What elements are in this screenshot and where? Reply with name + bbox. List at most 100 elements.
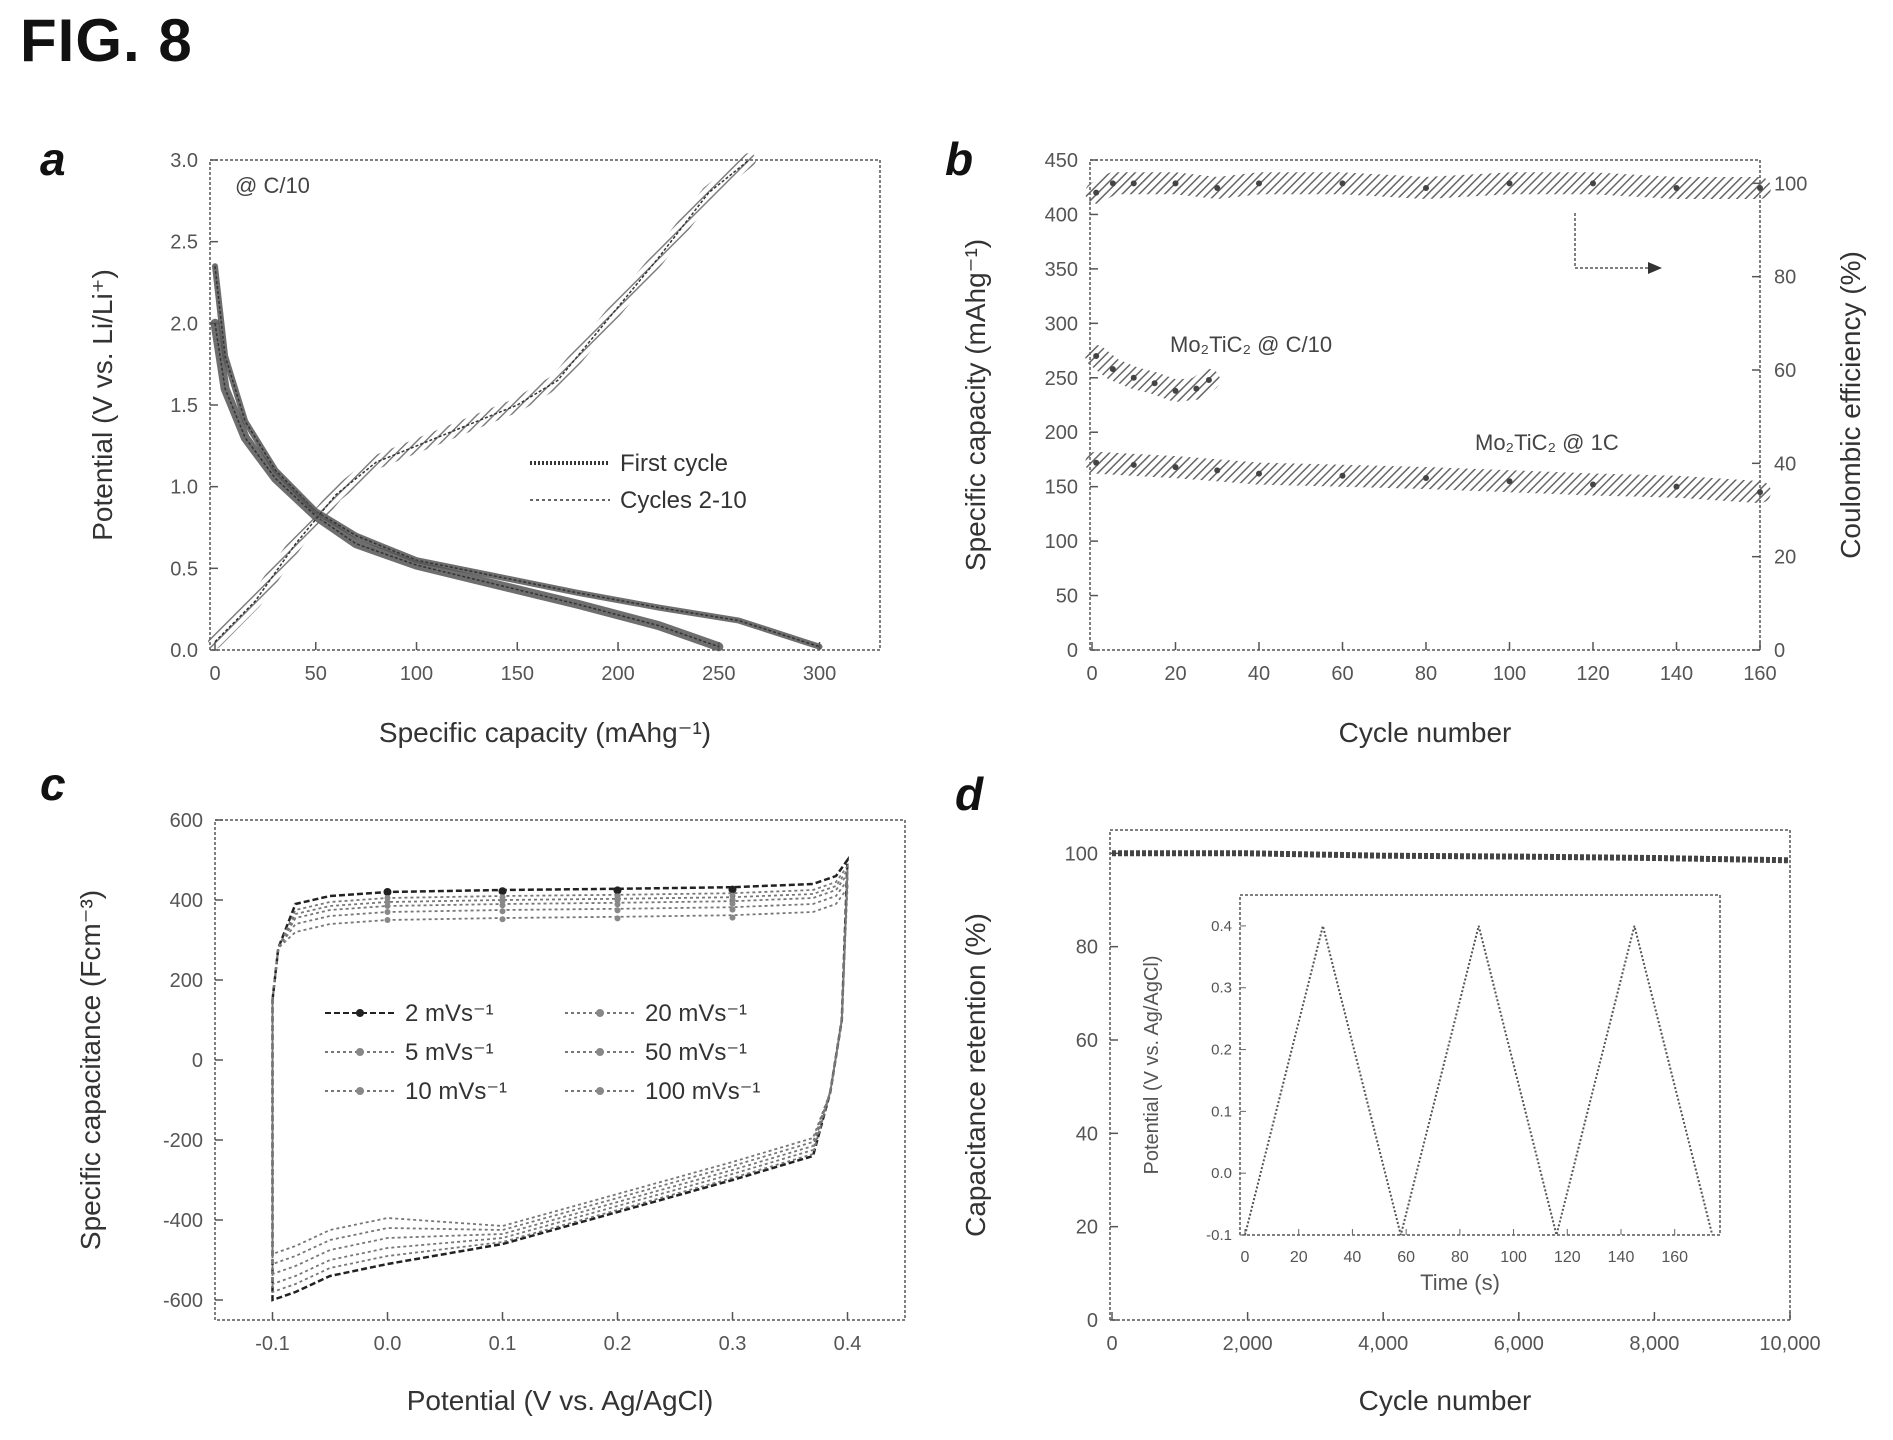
panel-b-right-ytick-label-3: 60: [1774, 360, 1796, 382]
panel-a-rate-annotation: @ C/10: [235, 173, 310, 198]
panel-c-xtick-label-1: 0.0: [374, 1333, 402, 1355]
panel-c-series-0-marker-1: [498, 887, 507, 896]
panel-c-legend-marker-5: [596, 1087, 604, 1095]
panel-b-ytick-label-6: 300: [1045, 313, 1078, 335]
panel-b-series-1-point-6: [1423, 474, 1429, 481]
panel-b-series-2-point-1: [1109, 180, 1116, 187]
panel-b-ytick-label-8: 400: [1045, 204, 1078, 226]
panel-c-series-2: [271, 867, 849, 1286]
panel-d-inset-xtick-label-4: 80: [1451, 1249, 1469, 1266]
panel-a-xtick-label-5: 250: [702, 663, 735, 685]
panel-a: a 0 50 100 150 200 250 300 0.0 0.5 1.0 1.5 2.0 2.5 3.…: [40, 133, 881, 748]
panel-c-series-3-marker-0: [384, 903, 391, 909]
panel-b-y2-axis-label: Coulombic efficiency (%): [1835, 251, 1866, 559]
panel-b-series-2-point-2: [1130, 180, 1137, 187]
panel-b-xtick-label-0: 0: [1086, 663, 1097, 685]
panel-a-ytick-label-1: 0.5: [170, 558, 198, 580]
panel-b-ytick-label-2: 100: [1045, 531, 1078, 553]
panel-b-right-ytick-label-1: 20: [1774, 547, 1796, 569]
panel-c-ytick-label-3: 0: [192, 1050, 203, 1072]
panel-a-ytick-label-3: 1.5: [170, 395, 198, 417]
panel-b-right-ytick-label-5: 100: [1774, 173, 1807, 195]
panel-c-x-axis-label: Potential (V vs. Ag/AgCl): [407, 1385, 714, 1416]
panel-a-series-0-edge: [214, 266, 820, 648]
panel-d-inset-ytick-label-1: 0.0: [1211, 1165, 1232, 1182]
panel-b-xtick-label-3: 60: [1331, 663, 1353, 685]
panel-d-xtick-label-3: 6,000: [1494, 1333, 1544, 1355]
legend-first-cycle-label: First cycle: [620, 450, 728, 477]
panel-d-inset-ytick-label-5: 0.4: [1211, 918, 1232, 935]
panel-d-series: [1112, 850, 1791, 864]
panel-c-legend-marker-2: [356, 1087, 364, 1095]
panel-b-letter: b: [945, 133, 973, 185]
panel-c-xtick-label-2: 0.1: [489, 1333, 517, 1355]
panel-c-legend-label-2: 10 mVs⁻¹: [405, 1078, 507, 1105]
panel-c-series-3: [271, 871, 849, 1276]
panel-c-series-4-marker-3: [729, 906, 736, 913]
panel-c-ytick-label-6: 600: [170, 810, 203, 832]
panel-c-legend-marker-4: [596, 1048, 604, 1056]
panel-b-series-1-point-9: [1673, 483, 1680, 490]
panel-c-series-5-marker-2: [614, 915, 621, 922]
panel-d-ytick-label-2: 40: [1076, 1123, 1098, 1145]
panel-c-xtick-label-0: -0.1: [255, 1333, 289, 1355]
panel-b-series-0: [1085, 345, 1220, 402]
panel-c-legend-marker-0: [356, 1009, 364, 1017]
panel-d-inset-y-axis-label: Potential (V vs. Ag/AgCl): [1141, 956, 1163, 1175]
panel-b-xtick-label-6: 120: [1576, 663, 1609, 685]
panel-c-series-0: [271, 855, 849, 1302]
panel-b-ytick-label-4: 200: [1045, 422, 1078, 444]
panel-a-xtick-label-6: 300: [803, 663, 836, 685]
panel-c-legend-label-4: 50 mVs⁻¹: [645, 1039, 747, 1066]
panel-b-right-ytick-label-2: 40: [1774, 453, 1796, 475]
panel-b-series-0-point-0: [1093, 353, 1100, 359]
panel-c-ytick-label-4: 200: [170, 970, 203, 992]
panel-c-series-0-marker-3: [728, 885, 737, 894]
panel-a-xtick-label-4: 200: [601, 663, 634, 685]
panel-a-xtick-label-3: 150: [501, 663, 534, 685]
panel-b-ytick-label-3: 150: [1045, 477, 1078, 499]
panel-c: c -0.1 0.0 0.1 0.2 0.3 0.4 -600 -400 -200 0 200 400…: [40, 758, 906, 1416]
panel-d-inset-xtick-label-1: 20: [1290, 1249, 1308, 1266]
panel-b-xtick-label-7: 140: [1660, 663, 1693, 685]
panel-c-xtick-label-4: 0.3: [719, 1333, 747, 1355]
panel-c-xtick-label-5: 0.4: [834, 1333, 862, 1355]
panel-b-xtick-label-4: 80: [1415, 663, 1437, 685]
panel-b-annotation-1c: Mo₂TiC₂ @ 1C: [1475, 430, 1619, 455]
panel-a-letter: a: [40, 133, 66, 185]
panel-c-ytick-label-5: 400: [170, 890, 203, 912]
panel-d-inset: 0 20 40 60 80 100 120 140 160 -0.1 0.0 0.1 0.2 0.3 0.4: [1206, 918, 1714, 1266]
panel-b-series-0-point-3: [1151, 380, 1158, 387]
panel-c-series-0-marker-0: [383, 888, 392, 896]
panel-d-inset-ytick-label-3: 0.2: [1211, 1042, 1232, 1059]
panel-d-ytick-label-4: 80: [1076, 937, 1098, 959]
panel-a-legend: First cycle Cycles 2-10: [530, 450, 747, 514]
panel-a-ytick-label-4: 2.0: [170, 313, 198, 335]
panel-b-series-2-point-9: [1590, 180, 1596, 187]
panel-a-xtick-label-0: 0: [209, 663, 220, 685]
panel-c-series-4: [271, 877, 849, 1266]
panel-b-series-1-point-1: [1130, 461, 1137, 468]
panel-b-right-ytick-label-4: 80: [1774, 267, 1796, 289]
panel-c-plot-frame: [214, 819, 906, 1321]
panel-a-series-2-edge: [214, 159, 750, 643]
panel-a-plot-frame: [209, 159, 881, 651]
panel-b-series-2-point-4: [1214, 185, 1221, 191]
panel-d-xtick-label-1: 2,000: [1223, 1333, 1273, 1355]
panel-a-ytick-label-6: 3.0: [170, 150, 198, 172]
panel-b-xtick-label-2: 40: [1248, 663, 1270, 685]
panel-d-y-axis-label: Capacitance retention (%): [960, 913, 991, 1237]
panel-c-series-3-marker-1: [499, 902, 506, 909]
panel-d-inset-triangle-wave: [1244, 925, 1714, 1236]
panel-c-xtick-label-3: 0.2: [604, 1333, 632, 1355]
panel-d-inset-xtick-label-0: 0: [1241, 1249, 1250, 1266]
panel-d-inset-xtick-label-5: 100: [1500, 1249, 1527, 1266]
panel-d-inset-x-axis-label: Time (s): [1420, 1270, 1500, 1295]
panel-b-series-2-point-0: [1093, 189, 1100, 196]
panel-b-series-1-point-0: [1093, 459, 1100, 466]
panel-d-ytick-label-5: 100: [1065, 843, 1098, 865]
panel-a-ticks: 0 50 100 150 200 250 300 0.0 0.5 1.0 1.5 2.0 2.5 3.0: [170, 150, 836, 685]
panel-d-ytick-label-1: 20: [1076, 1217, 1098, 1239]
panel-c-series-0-marker-2: [613, 886, 622, 895]
panel-b-series-1-point-2: [1172, 464, 1179, 471]
